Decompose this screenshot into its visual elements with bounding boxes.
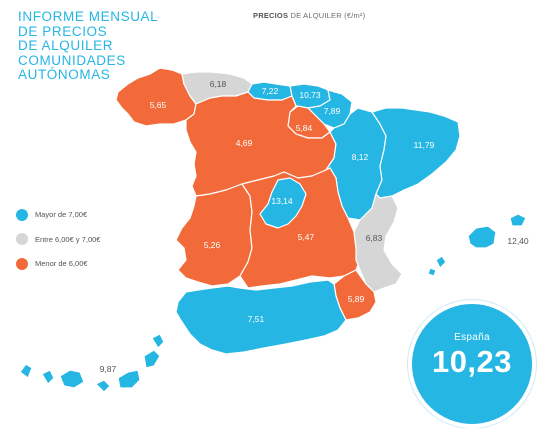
value-castilla-la-mancha: 5,47 bbox=[298, 232, 315, 242]
value-baleares: 12,40 bbox=[507, 236, 529, 246]
value-murcia: 5,89 bbox=[348, 294, 365, 304]
value-la-rioja: 5,84 bbox=[296, 123, 313, 133]
value-aragon: 8,12 bbox=[352, 152, 369, 162]
legend-swatch-blue bbox=[16, 208, 28, 221]
value-galicia: 5,65 bbox=[150, 100, 167, 110]
title-line: COMUNIDADES bbox=[18, 52, 126, 68]
subtitle-rest: DE ALQUILER (€/m²) bbox=[288, 11, 366, 20]
value-valencia: 6,83 bbox=[366, 233, 383, 243]
value-cantabria: 7,22 bbox=[262, 86, 279, 96]
region-cataluna[interactable] bbox=[371, 107, 461, 199]
legend: Mayor de 7,00€ Entre 6,00€ y 7,00€ Menor… bbox=[16, 208, 100, 282]
legend-item: Mayor de 7,00€ bbox=[16, 208, 100, 221]
legend-item: Entre 6,00€ y 7,00€ bbox=[16, 233, 100, 246]
value-asturias: 6,18 bbox=[210, 79, 227, 89]
legend-item: Menor de 6,00€ bbox=[16, 257, 100, 270]
region-baleares[interactable] bbox=[427, 213, 527, 277]
value-canarias: 9,87 bbox=[100, 364, 117, 374]
legend-label: Entre 6,00€ y 7,00€ bbox=[35, 234, 101, 244]
value-madrid: 13,14 bbox=[271, 196, 293, 206]
spain-total-value: 10,23 bbox=[431, 344, 513, 379]
legend-label: Mayor de 7,00€ bbox=[35, 210, 88, 219]
region-madrid[interactable] bbox=[259, 177, 307, 229]
value-navarra: 7,89 bbox=[324, 106, 341, 116]
title-line: DE ALQUILER bbox=[18, 38, 114, 53]
page-title: INFORME MENSUAL DE PRECIOS DE ALQUILER C… bbox=[18, 9, 218, 83]
map-subtitle: PRECIOS DE ALQUILER (€/m²) bbox=[253, 11, 365, 20]
spain-total-label: España bbox=[454, 332, 490, 343]
value-extremadura: 5,26 bbox=[204, 240, 221, 250]
subtitle-bold: PRECIOS bbox=[253, 11, 289, 20]
title-line: DE PRECIOS bbox=[18, 23, 108, 39]
spain-total-badge: España 10,23 bbox=[408, 300, 536, 428]
value-pais-vasco: 10,73 bbox=[299, 90, 321, 100]
region-extremadura[interactable] bbox=[175, 183, 253, 287]
region-canarias[interactable] bbox=[19, 333, 165, 393]
value-castilla-leon: 4,69 bbox=[236, 138, 253, 148]
title-line: AUTÓNOMAS bbox=[18, 67, 111, 82]
region-andalucia[interactable] bbox=[175, 279, 347, 355]
legend-label: Menor de 6,00€ bbox=[35, 259, 88, 268]
title-line: INFORME MENSUAL bbox=[18, 9, 159, 24]
value-andalucia: 7,51 bbox=[248, 314, 265, 324]
legend-swatch-grey bbox=[16, 233, 28, 245]
legend-swatch-orange bbox=[16, 257, 28, 270]
value-cataluna: 11,79 bbox=[414, 140, 435, 150]
region-valencia[interactable] bbox=[353, 193, 403, 293]
